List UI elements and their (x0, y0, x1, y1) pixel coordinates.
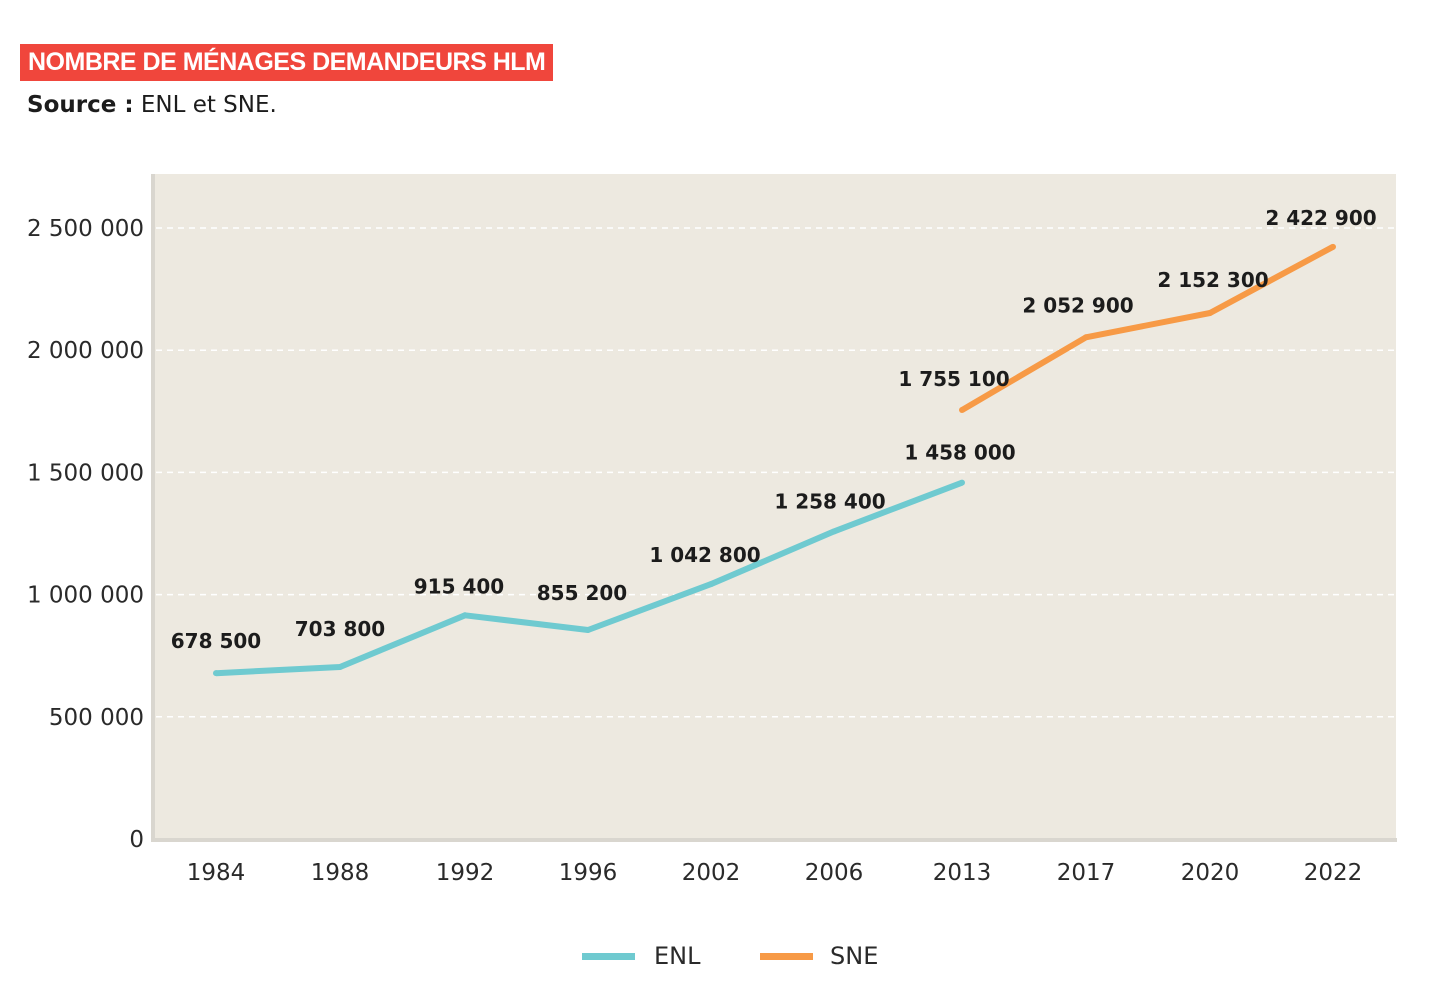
legend: ENL SNE (582, 942, 878, 970)
data-point-sne (1207, 309, 1213, 316)
data-label-enl: 1 258 400 (774, 489, 885, 513)
plot-background (152, 174, 1396, 840)
x-tick-label: 1996 (559, 860, 618, 886)
y-tick-label: 0 (129, 827, 144, 853)
data-point-enl (831, 528, 837, 535)
legend-label-sne: SNE (830, 942, 878, 970)
y-tick-label: 1 000 000 (27, 583, 144, 609)
y-tick-label: 2 000 000 (27, 338, 144, 364)
legend-swatch-enl (582, 953, 635, 960)
y-tick-label: 500 000 (49, 705, 144, 731)
data-point-sne (1083, 334, 1089, 341)
x-tick-label: 2020 (1181, 860, 1240, 886)
source-line: Source : ENL et SNE. (27, 88, 277, 122)
data-point-enl (959, 479, 965, 486)
data-label-sne: 2 152 300 (1157, 268, 1268, 292)
x-tick-label: 2022 (1304, 860, 1363, 886)
chart-title: NOMBRE DE MÉNAGES DEMANDEURS HLM (20, 44, 554, 81)
data-label-sne: 1 755 100 (898, 367, 1009, 391)
series-line-sne (960, 244, 1335, 413)
data-label-enl: 678 500 (171, 629, 261, 653)
x-tick-label: 1984 (187, 860, 246, 886)
legend-label-enl: ENL (654, 942, 701, 970)
x-tick-label: 2017 (1057, 860, 1116, 886)
data-point-enl (462, 612, 468, 619)
y-tick-label: 2 500 000 (27, 216, 144, 242)
data-label-enl: 855 200 (537, 581, 627, 605)
source-text: ENL et SNE. (140, 92, 277, 118)
data-label-enl: 1 042 800 (649, 543, 760, 567)
data-labels: 678 500 703 800 915 400 855 200 1 042 800 1 2… (171, 206, 1377, 653)
legend-swatch-sne (760, 953, 813, 960)
data-point-enl (708, 581, 714, 588)
data-label-sne: 2 422 900 (1265, 206, 1376, 230)
data-point-enl (337, 663, 343, 670)
gridlines (156, 227, 1396, 718)
x-tick-label: 1992 (436, 860, 495, 886)
data-point-enl (585, 626, 591, 633)
x-tick-label: 1988 (311, 860, 370, 886)
series-lines (213, 243, 1336, 677)
data-point-sne (1330, 243, 1336, 250)
x-axis-ticks: 1984 1988 1992 1996 2002 2006 2013 2017 2020 2022 (187, 860, 1363, 886)
y-tick-label: 1 500 000 (27, 460, 144, 486)
data-label-enl: 1 458 000 (904, 441, 1015, 465)
x-tick-label: 2006 (805, 860, 864, 886)
x-tick-label: 2002 (682, 860, 741, 886)
data-label-enl: 915 400 (414, 574, 504, 598)
data-label-enl: 703 800 (295, 617, 385, 641)
source-label: Source : (27, 92, 134, 118)
x-tick-label: 2013 (933, 860, 992, 886)
data-point-sne (959, 407, 965, 414)
y-axis-ticks: 0 500 000 1 000 000 1 500 000 2 000 000 2 500… (27, 216, 144, 853)
data-label-sne: 2 052 900 (1022, 293, 1133, 317)
data-point-enl (213, 670, 219, 677)
